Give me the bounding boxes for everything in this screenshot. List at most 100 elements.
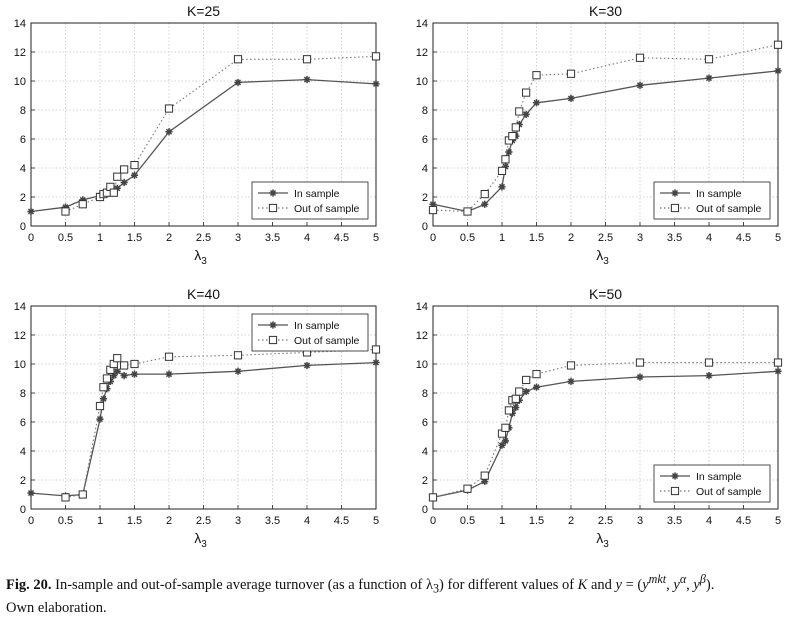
legend-marker-out-of-sample (268, 335, 278, 345)
x-tick-label: 4.5 (334, 232, 349, 244)
y-tick-label: 10 (14, 76, 26, 88)
legend-label-out-of-sample: Out of sample (696, 203, 762, 215)
chart-title: K=40 (187, 286, 220, 302)
x-tick-label: 1.5 (127, 232, 142, 244)
out-of-sample-point (99, 383, 108, 392)
y-tick-label: 14 (416, 301, 428, 313)
legend: In sample Out of sample (653, 181, 771, 220)
out-of-sample-line (65, 348, 377, 498)
x-tick-label: 5 (373, 515, 379, 527)
out-of-sample-point (532, 370, 541, 379)
legend-label-in-sample: In sample (294, 320, 340, 332)
out-of-sample-point (704, 55, 714, 64)
x-tick-label: 3 (235, 515, 241, 527)
y-tick-label: 4 (20, 163, 26, 175)
legend: In sample Out of sample (251, 181, 369, 220)
x-axis-label: λ3 (596, 247, 609, 267)
caption-sep-1: , (666, 576, 670, 593)
plot-frame (432, 305, 779, 510)
chart-title: K=50 (589, 286, 622, 302)
x-tick-label: 5 (373, 232, 379, 244)
in-sample-point (481, 477, 489, 486)
out-of-sample-point (704, 358, 714, 367)
out-of-sample-point (78, 200, 87, 209)
legend-marker-in-sample (671, 472, 679, 480)
in-sample-point (532, 383, 541, 391)
out-of-sample-point (515, 107, 524, 116)
out-of-sample-point (302, 55, 312, 64)
out-of-sample-point (480, 471, 489, 480)
y-tick-label: 0 (422, 221, 428, 233)
in-sample-point (481, 200, 489, 208)
out-of-sample-point (501, 155, 510, 164)
out-of-sample-line (432, 362, 778, 498)
caption-label: Fig. 20. (6, 576, 52, 593)
in-sample-point (501, 162, 510, 171)
y-tick-label: 12 (416, 330, 428, 342)
legend-label-out-of-sample: Out of sample (294, 203, 360, 215)
out-of-sample-point (120, 361, 129, 370)
x-tick-label: 1 (499, 515, 505, 527)
legend-marker-in-sample (269, 321, 277, 329)
x-tick-label: 0 (430, 515, 436, 527)
out-of-sample-point (130, 161, 139, 170)
chart-panel-1: 0 0.5 1 1.5 2 2.5 3 3.5 4 4.5 5 0 2 4 6 8 10 12 14 K=25 λ3 In… (14, 3, 381, 267)
caption-sup-alpha: α (679, 572, 687, 586)
in-sample-point (567, 94, 575, 102)
x-tick-label: 4 (304, 232, 310, 244)
y-tick-label: 2 (422, 192, 428, 204)
x-tick-label: 3.5 (667, 232, 682, 244)
out-of-sample-point (164, 352, 174, 361)
y-tick-label: 8 (20, 388, 26, 400)
x-tick-label: 1.5 (529, 515, 544, 527)
legend-box (251, 181, 369, 220)
y-tick-label: 10 (14, 359, 26, 371)
in-sample-point (79, 196, 87, 204)
caption-text-2: ) for different values of (439, 576, 575, 593)
y-tick-label: 12 (14, 330, 26, 342)
in-sample-point (61, 203, 70, 211)
out-of-sample-point (164, 104, 174, 113)
four-panel-chart: 0 0.5 1 1.5 2 2.5 3 3.5 4 4.5 502468101214K=25λ3In… (14, 3, 783, 550)
y-tick-label: 14 (416, 18, 428, 30)
y-tick-label: 4 (422, 446, 428, 458)
x-tick-label: 2 (166, 232, 172, 244)
out-of-sample-point (95, 401, 105, 411)
out-of-sample-point (773, 358, 783, 367)
in-sample-point (99, 395, 108, 403)
y-tick-label: 8 (422, 388, 428, 400)
x-tick-label: 4 (304, 515, 310, 527)
out-of-sample-point (61, 207, 70, 216)
caption-sub-3: 3 (432, 581, 440, 596)
y-tick-label: 8 (20, 105, 26, 117)
in-sample-point (512, 403, 520, 412)
out-of-sample-point (504, 406, 513, 415)
y-tick-label: 10 (416, 359, 428, 371)
x-axis-label: λ3 (194, 530, 207, 550)
out-of-sample-point (511, 123, 520, 132)
out-of-sample-point (522, 375, 531, 385)
in-sample-point (165, 370, 173, 378)
legend-label-out-of-sample: Out of sample (294, 335, 360, 347)
caption-text-1: In-sample and out-of-sample average turn… (55, 576, 433, 593)
out-of-sample-point (635, 53, 645, 62)
in-sample-point (234, 367, 242, 375)
in-sample-point (636, 81, 644, 89)
x-tick-label: 4.5 (736, 232, 751, 244)
legend-marker-in-sample (269, 189, 277, 197)
out-of-sample-point (480, 190, 489, 199)
out-of-sample-point (501, 423, 510, 432)
caption-line-2: Own elaboration. (6, 599, 107, 616)
in-sample-point (113, 367, 121, 375)
y-tick-label: 2 (20, 192, 26, 204)
chart-panel-2: 0 0.5 1 1.5 2 2.5 3 3.5 4 4.5 5 0 2 4 6 8 10 12 14 K=30 λ3 In… (416, 3, 783, 267)
x-axis-label: λ3 (596, 530, 609, 550)
out-of-sample-point (371, 52, 381, 61)
in-sample-point (372, 358, 380, 367)
legend-label-out-of-sample: Out of sample (696, 486, 762, 498)
legend-box (251, 313, 369, 352)
in-sample-point (120, 372, 128, 380)
in-sample-point (130, 171, 139, 179)
x-tick-label: 1 (499, 232, 505, 244)
plot-frame (30, 22, 377, 227)
